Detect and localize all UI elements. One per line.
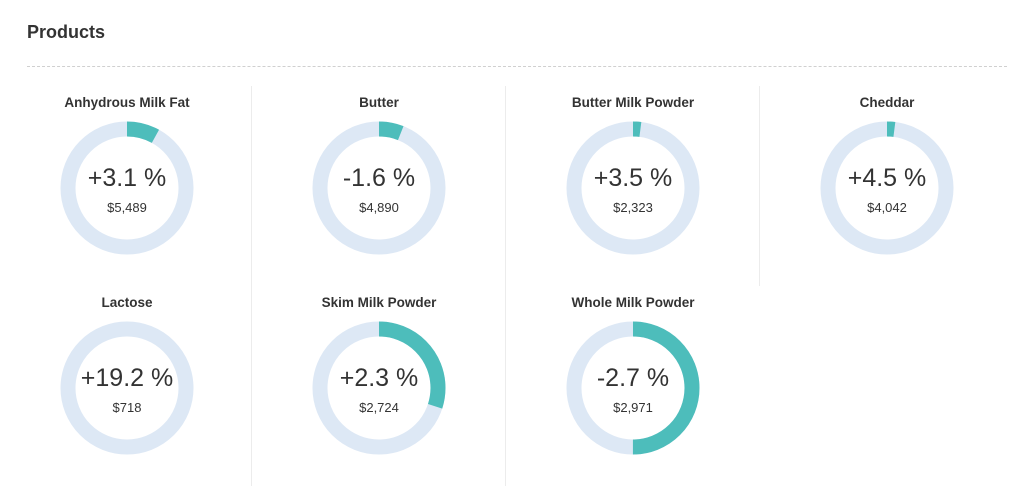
donut-fill: [566, 121, 700, 255]
donut-chart: -2.7 % $2,971: [565, 320, 701, 456]
product-card-whole-milk-powder[interactable]: Whole Milk Powder -2.7 % $2,971: [505, 286, 760, 486]
donut-chart: +3.1 % $5,489: [59, 120, 195, 256]
change-percent: +2.3 %: [339, 364, 419, 392]
change-percent: +4.5 %: [847, 164, 927, 192]
change-percent: -1.6 %: [342, 164, 416, 192]
change-percent: +19.2 %: [80, 364, 174, 392]
price-value: $4,890: [359, 200, 399, 215]
donut-chart: +19.2 % $718: [59, 320, 195, 456]
product-name: Cheddar: [859, 95, 915, 110]
donut-chart: +3.5 % $2,323: [565, 120, 701, 256]
donut-chart: -1.6 % $4,890: [311, 120, 447, 256]
price-value: $2,724: [359, 400, 399, 415]
donut-fill: [312, 121, 446, 255]
donut-chart: +4.5 % $4,042: [819, 120, 955, 256]
product-name: Skim Milk Powder: [321, 295, 437, 310]
product-name: Butter Milk Powder: [571, 95, 695, 110]
product-name: Anhydrous Milk Fat: [64, 95, 190, 110]
page-title: Products: [27, 22, 106, 42]
price-value: $2,971: [613, 400, 653, 415]
product-name: Whole Milk Powder: [571, 295, 695, 310]
price-value: $5,489: [107, 200, 147, 215]
product-card-lactose[interactable]: Lactose +19.2 % $718: [0, 286, 254, 486]
product-card-butter[interactable]: Butter -1.6 % $4,890: [251, 86, 506, 286]
donut-chart: +2.3 % $2,724: [311, 320, 447, 456]
product-card-cheddar[interactable]: Cheddar +4.5 % $4,042: [759, 86, 1014, 286]
product-name: Lactose: [101, 295, 153, 310]
donut-fill: [566, 321, 700, 455]
change-percent: +3.5 %: [593, 164, 673, 192]
product-card-butter-milk-powder[interactable]: Butter Milk Powder +3.5 % $2,323: [505, 86, 760, 286]
price-value: $4,042: [867, 200, 907, 215]
product-card-anhydrous-milk-fat[interactable]: Anhydrous Milk Fat +3.1 % $5,489: [0, 86, 254, 286]
change-percent: -2.7 %: [596, 364, 670, 392]
donut-fill: [312, 321, 446, 455]
product-name: Butter: [359, 95, 399, 110]
header-divider: [27, 66, 1007, 67]
donut-track: [60, 321, 194, 455]
change-percent: +3.1 %: [87, 164, 167, 192]
donut-fill: [820, 121, 954, 255]
product-card-skim-milk-powder[interactable]: Skim Milk Powder +2.3 % $2,724: [251, 286, 506, 486]
price-value: $718: [112, 400, 142, 415]
price-value: $2,323: [613, 200, 653, 215]
donut-fill: [60, 121, 194, 255]
